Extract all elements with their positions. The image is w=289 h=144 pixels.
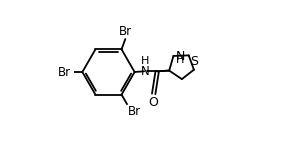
Text: N: N [176,50,185,63]
Text: Br: Br [128,105,141,118]
Text: S: S [191,55,199,68]
Text: H: H [176,55,184,65]
Text: Br: Br [119,25,132,38]
Text: N: N [141,65,150,78]
Text: Br: Br [58,66,71,78]
Text: H: H [141,56,149,66]
Text: O: O [148,96,158,109]
